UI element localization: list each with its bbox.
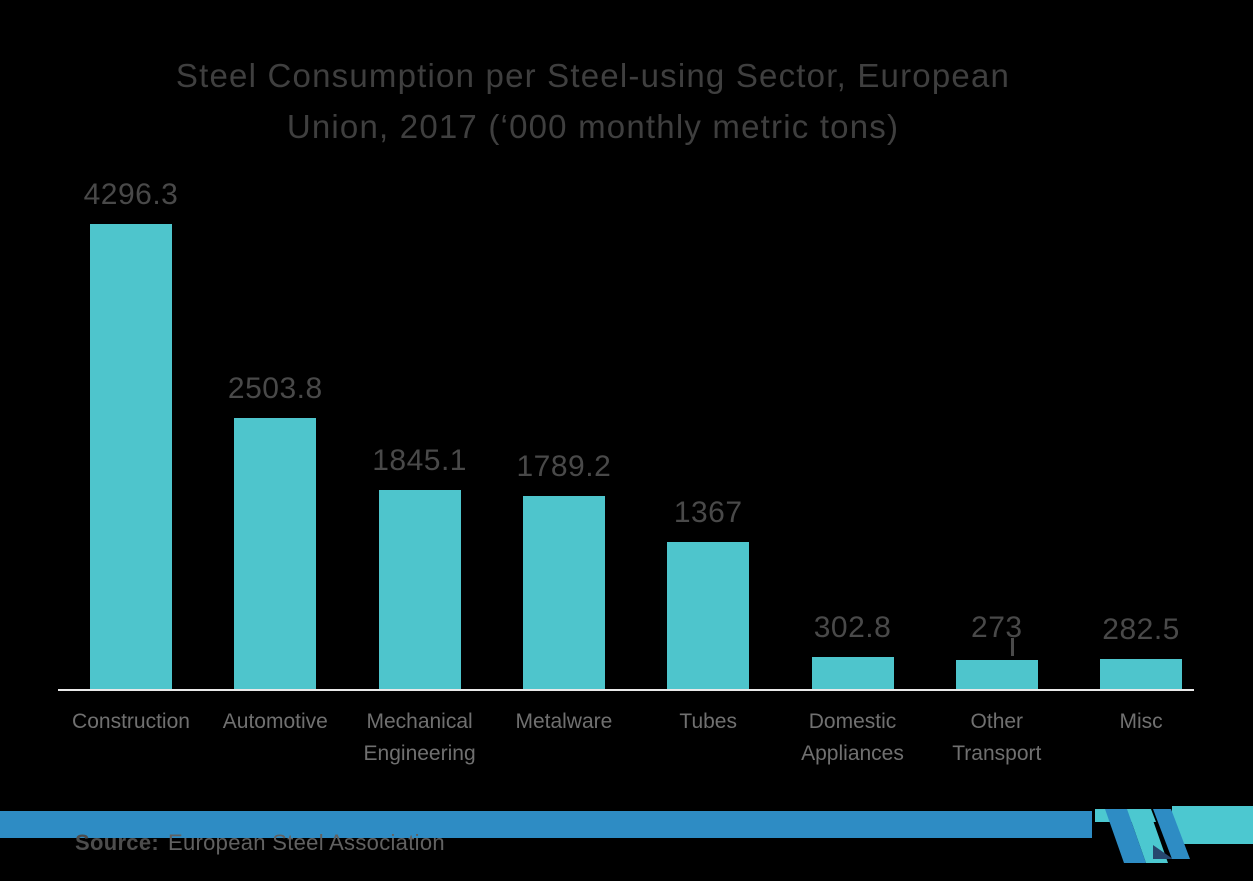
logo-navy-accent-2	[1153, 845, 1173, 859]
category-label-mechanical-engineering: Mechanical Engineering	[363, 710, 476, 765]
bar-metalware	[522, 495, 605, 690]
bar-tubes	[667, 541, 750, 690]
category-label-automotive: Automotive	[222, 710, 328, 733]
bar-automotive	[234, 418, 317, 690]
category-label-construction: Construction	[72, 710, 190, 733]
category-label-misc: Misc	[1119, 710, 1163, 733]
value-leader-line-other-transport	[1010, 638, 1014, 657]
category-label-domestic-appliances: Domestic Appliances	[801, 710, 904, 765]
mordor-intelligence-logo	[1095, 809, 1190, 863]
chart-title: Steel Consumption per Steel-using Sector…	[0, 50, 1186, 152]
bar-misc	[1100, 659, 1183, 690]
chart-title-line-2: Union, 2017 (‘000 monthly metric tons)	[286, 108, 900, 145]
chart-title-line-1: Steel Consumption per Steel-using Sector…	[175, 57, 1011, 94]
logo-blue-ribbon-1	[1105, 809, 1146, 863]
value-label-metalware: 1789.2	[516, 449, 612, 483]
source-label: Source:	[75, 830, 160, 855]
value-label-domestic-appliances: 302.8	[813, 611, 892, 645]
x-axis-line	[58, 689, 1194, 691]
category-label-other-transport: Other Transport	[952, 710, 1042, 765]
value-label-mechanical-engineering: 1845.1	[372, 443, 467, 477]
source-name: European Steel Association	[168, 830, 445, 855]
logo-blue-ribbon-2	[1153, 809, 1190, 859]
bar-other-transport	[955, 660, 1038, 690]
value-label-tubes: 1367	[673, 495, 743, 529]
bar-domestic-appliances	[811, 657, 894, 690]
value-label-automotive: 2503.8	[227, 372, 323, 406]
value-label-misc: 282.5	[1102, 613, 1180, 647]
value-label-construction: 4296.3	[83, 178, 179, 211]
footer-accent-bar-left	[0, 811, 1092, 838]
bar-mechanical-engineering	[378, 489, 461, 690]
category-label-metalware: Metalware	[515, 710, 613, 733]
footer-accent-bar-right	[1172, 806, 1253, 844]
category-label-tubes: Tubes	[679, 710, 737, 733]
source-text: Source: European Steel Association	[75, 830, 445, 856]
bar-construction	[90, 224, 172, 690]
